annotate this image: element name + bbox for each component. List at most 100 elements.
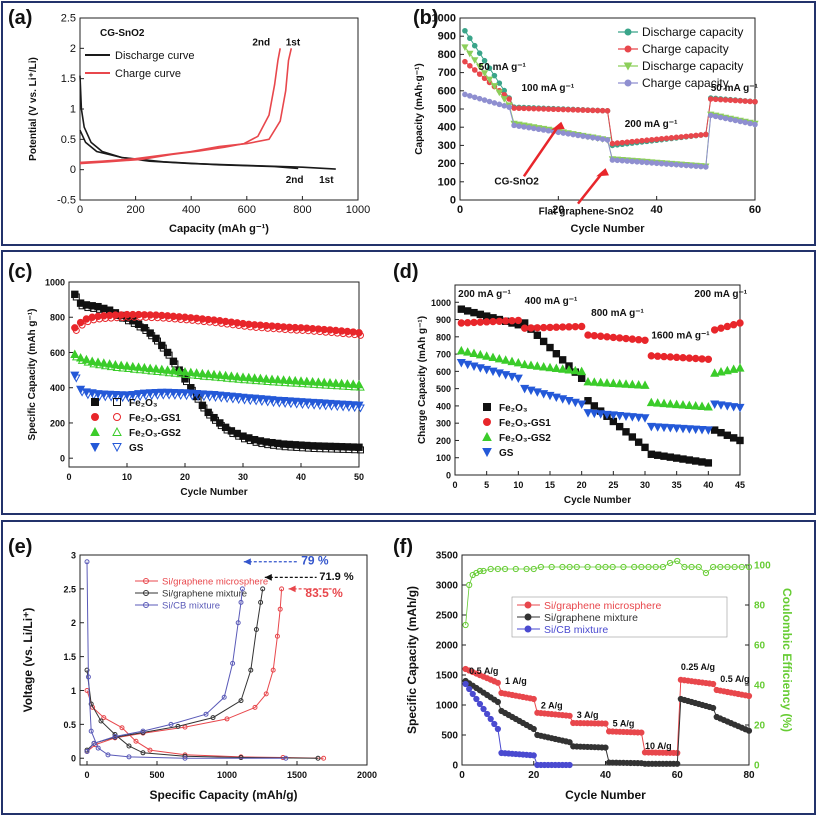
annotation: 800 mA g⁻¹ <box>591 308 644 319</box>
data-point <box>646 422 656 432</box>
data-point <box>475 349 485 359</box>
figure-frame-top <box>1 1 816 246</box>
y-tick-label: 2.5 <box>61 13 76 25</box>
data-point <box>356 382 365 391</box>
data-point <box>91 740 97 746</box>
data-point <box>494 353 504 363</box>
data-point <box>482 351 492 360</box>
data-point <box>105 752 111 758</box>
data-point <box>710 426 719 434</box>
data-point <box>698 132 704 138</box>
legend-marker <box>143 578 149 584</box>
legend-label: Fe₂O₃-GS1 <box>129 413 181 424</box>
x-tick-label: 500 <box>149 770 164 780</box>
data-point <box>589 134 596 141</box>
data-point <box>119 725 125 731</box>
data-point <box>566 761 573 769</box>
panel-1: 0 20 40 6001002003004005006007008009001000C… <box>414 13 761 236</box>
data-point <box>747 98 753 105</box>
data-point <box>580 133 586 139</box>
data-point <box>703 402 713 411</box>
x-axis-label: Cycle Number <box>571 223 646 235</box>
data-point <box>668 135 675 141</box>
y-tick-label: 800 <box>438 49 456 61</box>
data-point <box>356 404 365 413</box>
data-point <box>133 738 139 744</box>
data-point <box>573 563 580 571</box>
data-point <box>539 361 549 371</box>
annotation: 79 % <box>301 553 329 567</box>
data-point <box>585 134 591 140</box>
data-point <box>552 350 561 358</box>
data-point <box>627 379 637 389</box>
data-point <box>729 321 738 329</box>
data-point <box>631 563 638 571</box>
data-point <box>566 739 573 746</box>
data-point <box>666 453 675 461</box>
data-point <box>685 354 694 362</box>
data-point <box>723 322 732 331</box>
x-tick-label: 10 <box>122 472 132 482</box>
data-point <box>660 452 668 460</box>
data-point <box>106 393 116 402</box>
data-point <box>263 691 269 697</box>
data-point <box>466 581 473 589</box>
legend-label: Si/CB mixture <box>544 624 608 636</box>
data-point <box>684 425 694 434</box>
y-tick-label: 1500 <box>436 671 459 682</box>
data-point <box>634 380 644 389</box>
y-axis-label: Specific Capacity (mAh g⁻¹) <box>27 309 38 441</box>
data-point <box>698 458 706 466</box>
legend-marker <box>524 601 532 609</box>
legend-label: Fe₂O₃-GS1 <box>499 418 551 429</box>
data-point <box>624 139 630 145</box>
data-point <box>513 374 523 384</box>
x-tick-label: 20 <box>528 770 540 781</box>
data-point <box>560 130 567 136</box>
data-point <box>457 319 466 327</box>
y-tick-label: 0 <box>70 164 76 176</box>
data-point <box>471 94 478 101</box>
panel-5: 0 20 40 60 800500100015002000250030003500Cyc… <box>405 551 794 803</box>
data-point <box>467 35 473 42</box>
data-point <box>72 293 80 301</box>
data-point <box>194 395 202 403</box>
data-point <box>482 431 492 441</box>
data-point <box>640 380 650 389</box>
data-point <box>666 559 674 567</box>
data-point <box>672 399 682 409</box>
data-point <box>486 98 493 105</box>
data-point <box>511 122 517 129</box>
data-point <box>712 113 719 120</box>
data-point <box>580 107 586 113</box>
data-point <box>506 96 512 102</box>
data-point <box>666 353 675 361</box>
y-tick-label: 0 <box>446 471 451 481</box>
data-point <box>488 352 498 362</box>
data-point <box>530 752 537 759</box>
data-point <box>457 305 466 313</box>
data-point <box>653 160 660 167</box>
y-tick-label: 0 <box>60 454 65 464</box>
data-point <box>691 457 700 465</box>
data-point <box>481 57 488 64</box>
data-point <box>470 308 478 317</box>
data-point <box>533 324 542 332</box>
data-point <box>558 323 567 331</box>
data-point <box>619 139 626 146</box>
x-tick-label: 45 <box>735 480 745 490</box>
data-point <box>491 100 498 106</box>
data-point <box>129 393 139 402</box>
data-point <box>520 359 530 369</box>
x-tick-label: 20 <box>577 480 587 490</box>
data-point <box>717 428 725 437</box>
data-point <box>471 67 478 73</box>
data-point <box>486 65 493 71</box>
data-point <box>238 698 244 704</box>
data-point <box>545 391 555 401</box>
x-tick-label: 0 <box>84 770 89 780</box>
data-point <box>722 115 729 122</box>
data-point <box>629 138 635 145</box>
data-point <box>516 105 522 112</box>
data-point <box>476 71 483 77</box>
